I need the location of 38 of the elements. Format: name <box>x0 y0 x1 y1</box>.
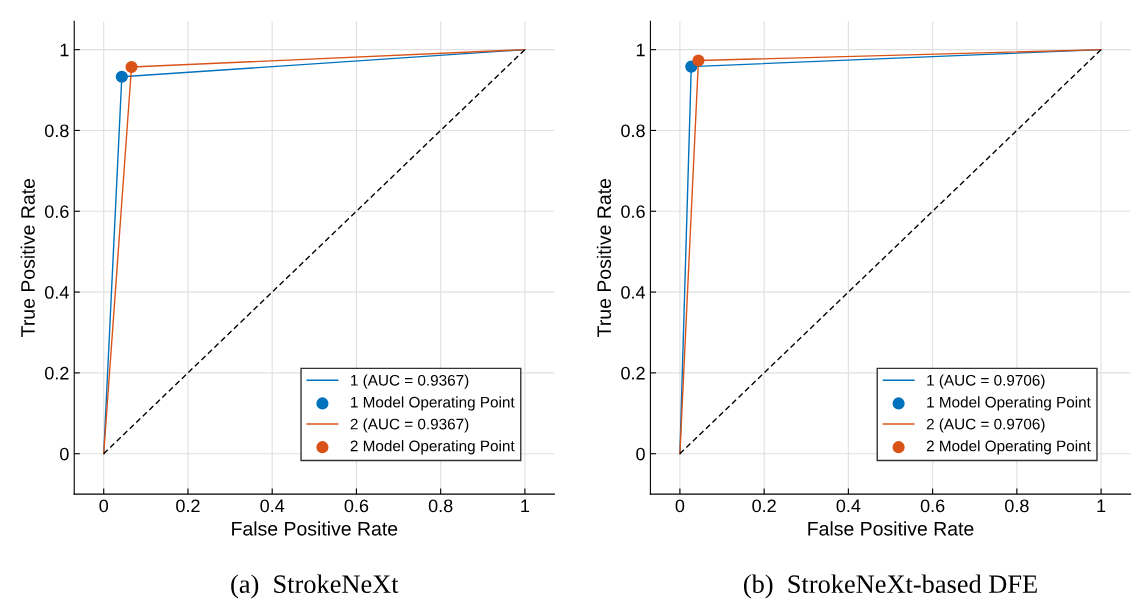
text: (b) StrokeNeXt-based DFE <box>743 574 1037 599</box>
y-tick-label: 0.8 <box>44 124 69 138</box>
text: (a) StrokeNeXt <box>231 574 399 599</box>
x-tick-label: 1 <box>521 499 530 513</box>
y-tick-label: 0.8 <box>621 124 645 138</box>
legend-label: 1 Model Operating Point <box>351 396 515 411</box>
y-tick-label: 1 <box>636 43 645 57</box>
x-tick-label: 0.2 <box>752 499 776 513</box>
x-axis-title: False Positive Rate <box>808 521 974 536</box>
y-tick-label: 0.4 <box>44 286 69 299</box>
y-axis-title: True Positive Rate <box>20 178 35 337</box>
legend-label: 2 Model Operating Point <box>926 440 1091 455</box>
y-tick-label: 0.6 <box>621 205 645 218</box>
x-tick-label: 0.4 <box>260 499 285 513</box>
y-tick-label: 0 <box>636 447 645 461</box>
x-tick-label: 0.4 <box>836 499 861 513</box>
y-tick-label: 1 <box>60 43 69 57</box>
x-tick-label: 0 <box>99 499 109 513</box>
legend-label: 1 Model Operating Point <box>927 396 1091 411</box>
y-tick-label: 0 <box>60 447 69 461</box>
y-tick-label: 0.2 <box>44 366 69 380</box>
x-tick-label: 0.8 <box>428 499 453 513</box>
legend-label: 2 (AUC = 0.9367) <box>350 418 469 433</box>
x-tick-label: 0.6 <box>920 499 945 513</box>
y-axis-title: True Positive Rate <box>596 178 612 337</box>
y-tick-label: 0.4 <box>621 286 646 299</box>
x-tick-label: 0.6 <box>344 499 369 513</box>
legend-label: 2 Model Operating Point <box>350 440 515 455</box>
x-tick-label: 0.2 <box>176 499 200 513</box>
x-tick-label: 0.8 <box>1005 499 1029 513</box>
x-tick-label: 0 <box>675 499 685 513</box>
y-tick-label: 0.2 <box>621 366 645 380</box>
legend-label: 1 (AUC = 0.9706) <box>927 374 1045 389</box>
y-tick-label: 0.6 <box>44 205 69 218</box>
legend-label: 2 (AUC = 0.9706) <box>926 418 1045 433</box>
x-tick-label: 1 <box>1097 499 1106 513</box>
x-axis-title: False Positive Rate <box>232 521 398 536</box>
legend-label: 1 (AUC = 0.9367) <box>351 374 469 389</box>
